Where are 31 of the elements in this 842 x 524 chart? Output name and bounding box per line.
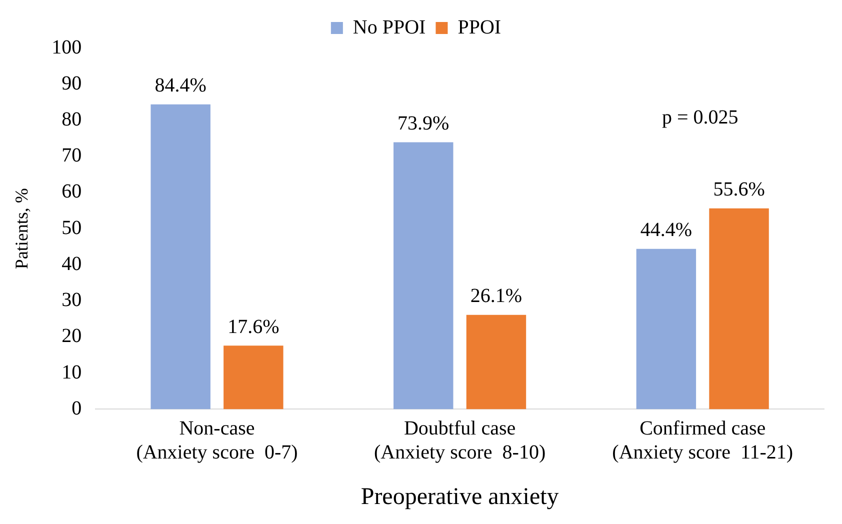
- x-tick-label: Non-case (Anxiety score 0-7): [136, 417, 298, 464]
- bar: [394, 142, 454, 410]
- y-tick-label: 30: [62, 289, 82, 312]
- x-tick-label: Confirmed case (Anxiety score 11-21): [612, 417, 794, 464]
- y-tick-label: 60: [62, 180, 82, 203]
- x-tick-label: Doubtful case (Anxiety score 8-10): [374, 417, 546, 464]
- bar: [466, 314, 526, 410]
- data-label: 55.6%: [713, 178, 765, 201]
- y-tick-label: 80: [62, 108, 82, 130]
- data-label: 84.4%: [154, 74, 206, 97]
- bar: [636, 248, 696, 410]
- y-tick-label: 50: [62, 216, 82, 239]
- legend-label: PPOI: [458, 16, 502, 38]
- y-tick-label: 40: [62, 252, 82, 275]
- annotation: p = 0.025: [662, 106, 738, 128]
- data-label: 73.9%: [398, 112, 450, 135]
- bar: [709, 208, 769, 410]
- y-axis-title: Patients, %: [12, 188, 32, 270]
- y-tick-label: 70: [62, 144, 82, 167]
- y-tick-label: 100: [52, 36, 82, 58]
- data-label: 26.1%: [470, 285, 522, 308]
- bar: [224, 346, 284, 410]
- data-label: 44.4%: [640, 219, 692, 242]
- data-label: 17.6%: [228, 316, 280, 338]
- bar: [150, 104, 210, 410]
- legend-label: No PPOI: [352, 16, 426, 38]
- y-tick-label: 10: [62, 361, 82, 384]
- x-axis-title: Preoperative anxiety: [360, 484, 559, 510]
- y-tick-label: 90: [62, 72, 82, 94]
- y-tick-label: 0: [72, 397, 82, 420]
- y-tick-label: 20: [62, 325, 82, 348]
